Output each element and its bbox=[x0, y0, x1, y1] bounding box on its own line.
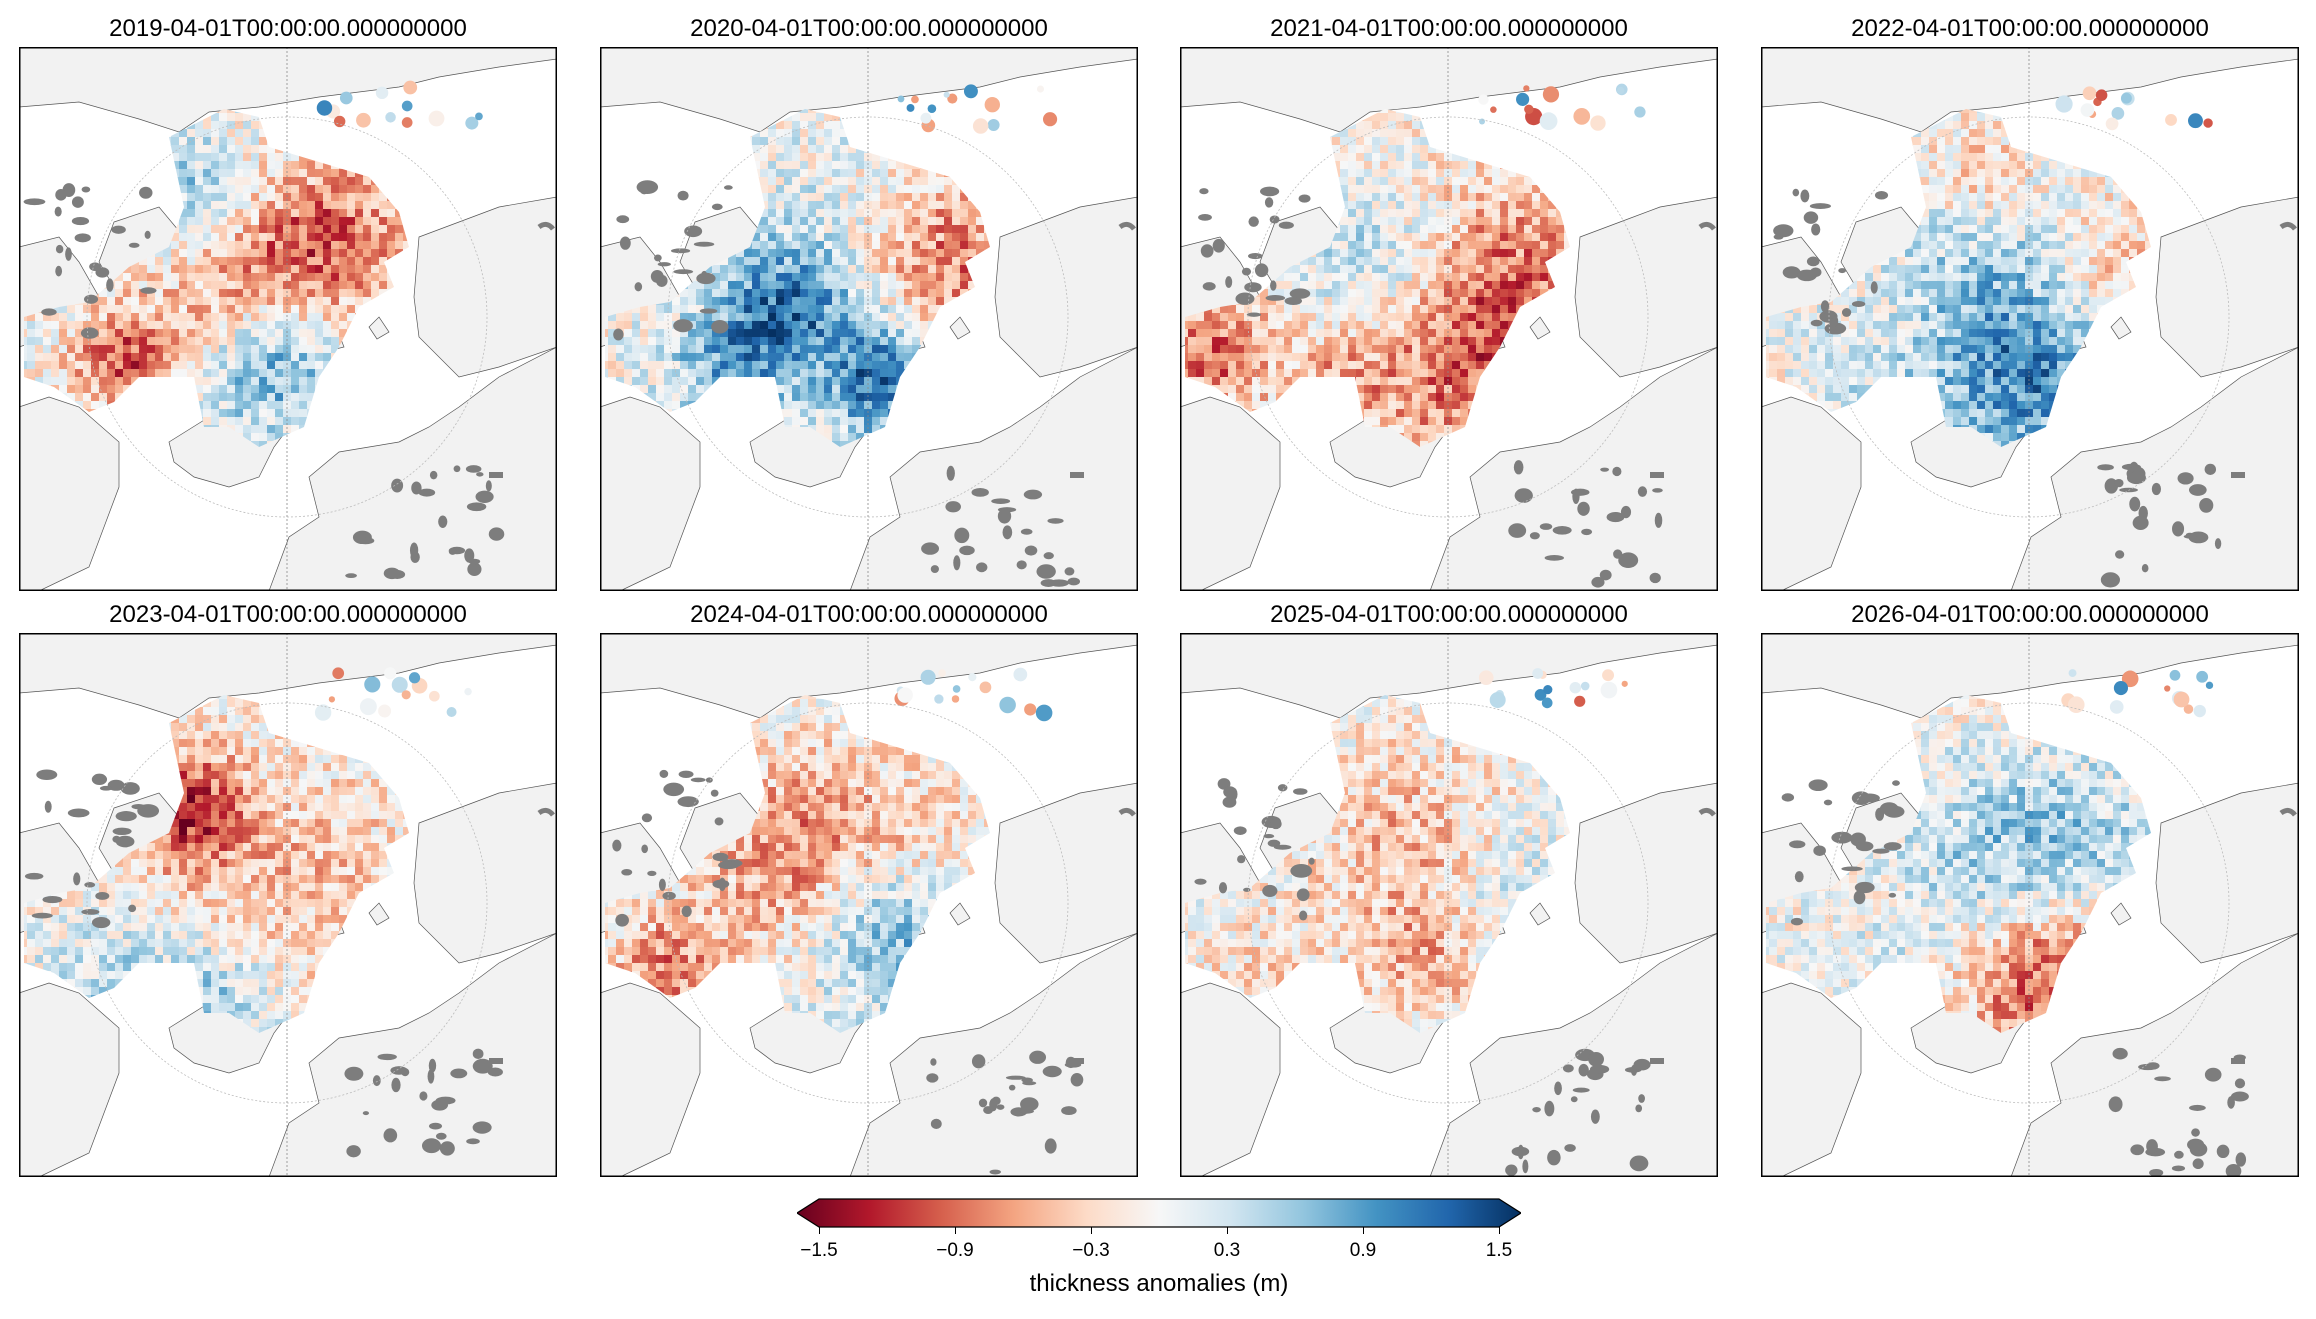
panel-title: 2023-04-01T00:00:00.000000000 bbox=[19, 601, 557, 629]
panel-title: 2025-04-01T00:00:00.000000000 bbox=[1180, 601, 1718, 629]
colorbar-tick-mark bbox=[1091, 1227, 1092, 1234]
anomaly-patches bbox=[2061, 669, 2214, 718]
anomaly-patches bbox=[894, 667, 1053, 722]
panel-title: 2022-04-01T00:00:00.000000000 bbox=[1761, 15, 2299, 43]
colorbar-tick-label: 0.9 bbox=[1350, 1240, 1376, 1262]
anomaly-patches bbox=[2055, 86, 2213, 131]
arctic-map bbox=[600, 47, 1138, 591]
colorbar-tick-mark bbox=[1499, 1227, 1500, 1234]
colorbar-tick-mark bbox=[1363, 1227, 1364, 1234]
colorbar-tick-label: −0.3 bbox=[1072, 1240, 1110, 1262]
colorbar bbox=[795, 1197, 1523, 1229]
panel-title: 2021-04-01T00:00:00.000000000 bbox=[1180, 15, 1718, 43]
arctic-map bbox=[1180, 633, 1718, 1177]
colorbar-tick-label: −1.5 bbox=[800, 1240, 838, 1262]
colorbar-tick-label: −0.9 bbox=[936, 1240, 974, 1262]
arctic-map bbox=[1761, 47, 2299, 591]
anomaly-patches bbox=[897, 84, 1058, 134]
arctic-map bbox=[1180, 47, 1718, 591]
panel-title: 2024-04-01T00:00:00.000000000 bbox=[600, 601, 1138, 629]
arctic-map bbox=[19, 633, 557, 1177]
colorbar-tick-label: 0.3 bbox=[1214, 1240, 1240, 1262]
colorbar-tick-label: 1.5 bbox=[1486, 1240, 1512, 1262]
arctic-map bbox=[19, 47, 557, 591]
panel-title: 2026-04-01T00:00:00.000000000 bbox=[1761, 601, 2299, 629]
arctic-map bbox=[1761, 633, 2299, 1177]
colorbar-tick-mark bbox=[819, 1227, 820, 1234]
colorbar-label: thickness anomalies (m) bbox=[797, 1270, 1521, 1298]
colorbar-tick-mark bbox=[1227, 1227, 1228, 1234]
colorbar-tick-mark bbox=[955, 1227, 956, 1234]
anomaly-patches bbox=[316, 80, 483, 130]
panel-title: 2020-04-01T00:00:00.000000000 bbox=[600, 15, 1138, 43]
colorbar-body bbox=[795, 1198, 1523, 1228]
anomaly-patches bbox=[1478, 83, 1646, 131]
arctic-map bbox=[600, 633, 1138, 1177]
anomaly-patches bbox=[314, 667, 472, 721]
anomaly-patches bbox=[1478, 668, 1628, 709]
panel-title: 2019-04-01T00:00:00.000000000 bbox=[19, 15, 557, 43]
